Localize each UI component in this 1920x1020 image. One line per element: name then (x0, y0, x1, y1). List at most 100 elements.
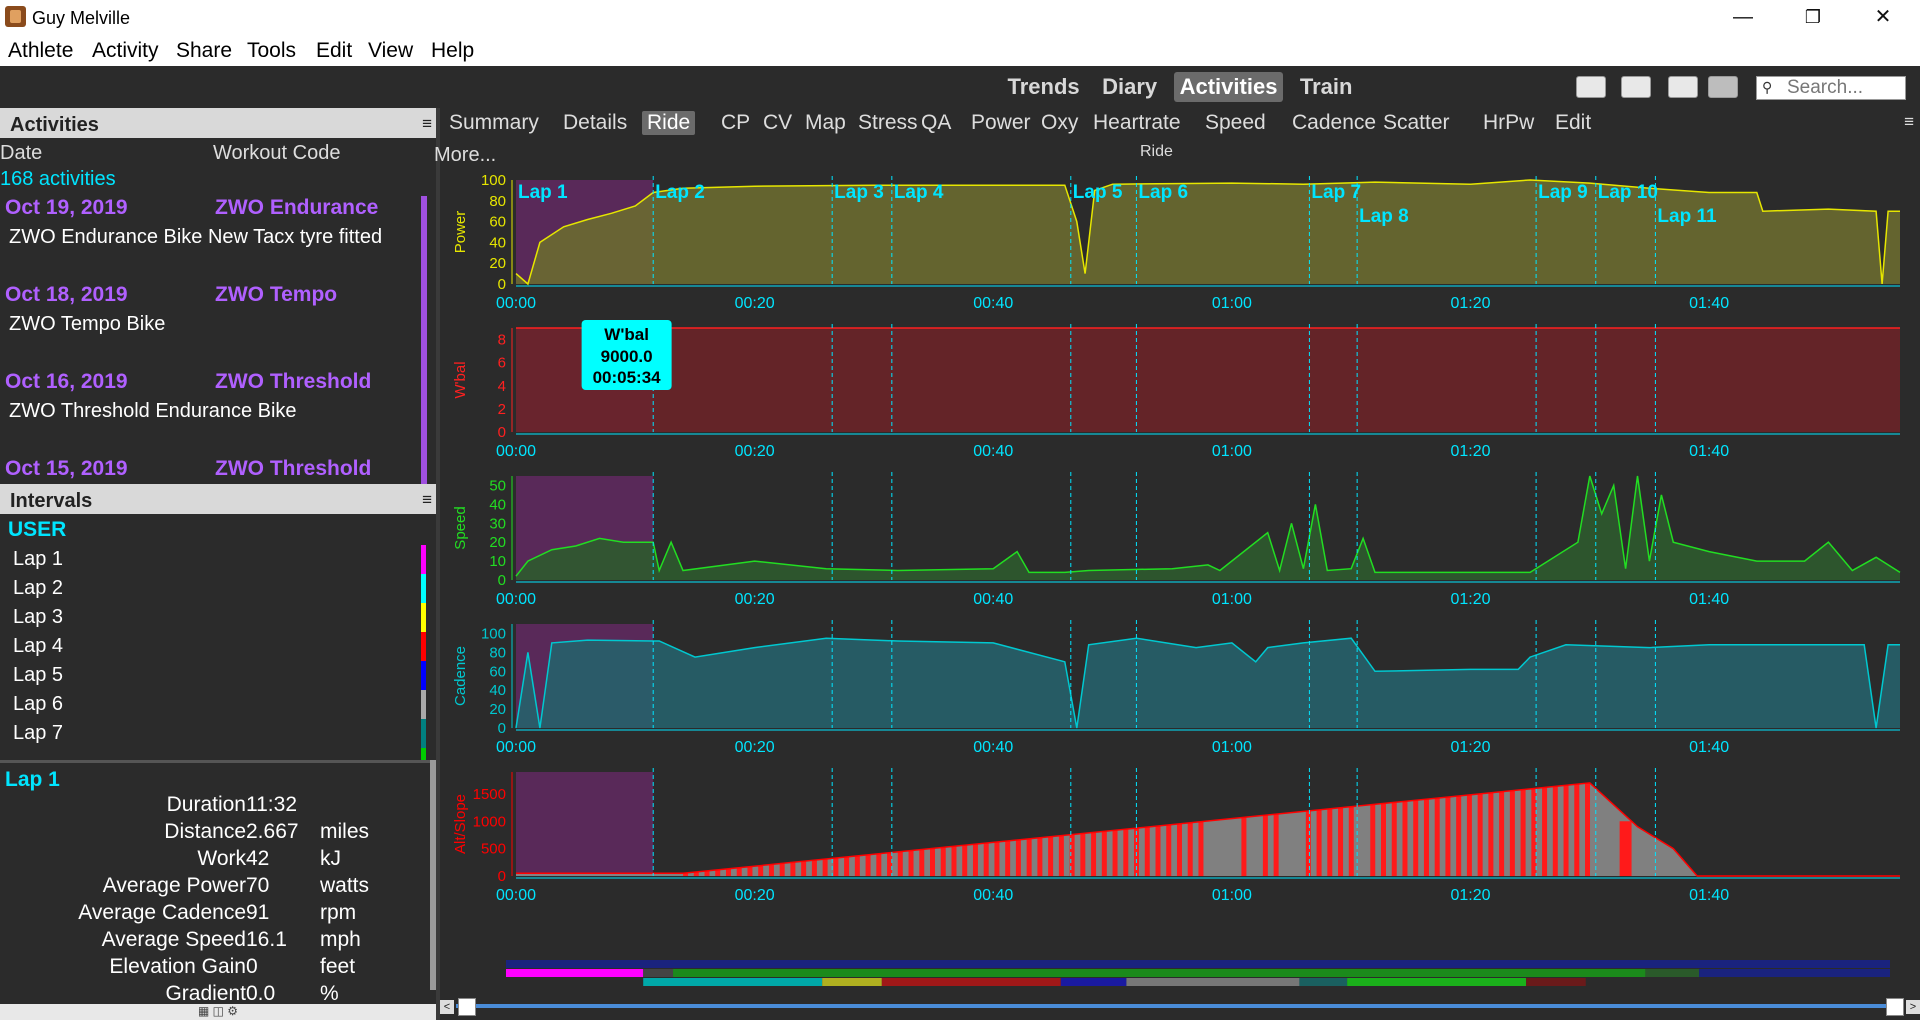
view-activities[interactable]: Activities (1173, 72, 1284, 102)
stat-value: 42 (246, 847, 270, 870)
slope-bar (930, 848, 936, 876)
x-tick-label: 00:40 (973, 591, 1013, 608)
restore-icon[interactable]: ❐ (1804, 7, 1822, 27)
y-tick-label: 40 (489, 234, 506, 251)
x-tick-label: 01:00 (1212, 887, 1252, 904)
tiled-view-button[interactable] (1708, 76, 1738, 98)
interval-group-user[interactable]: USER (8, 518, 67, 541)
tab-speed[interactable]: Speed (1205, 111, 1266, 134)
tab-summary[interactable]: Summary (449, 111, 539, 134)
interval-overview-segment (506, 960, 1890, 968)
toggle-bottom-panel-button[interactable] (1621, 76, 1651, 98)
slope-bar (715, 870, 721, 876)
view-train[interactable]: Train (1299, 74, 1353, 99)
y-tick-label: 500 (481, 841, 506, 858)
slope-bar (736, 867, 742, 876)
lap-summary-row: Average Cadence 91 rpm (0, 901, 436, 928)
x-tick-label: 01:00 (1212, 295, 1252, 312)
menu-tools[interactable]: Tools (247, 39, 297, 62)
tab-menu-icon[interactable]: ≡ (1904, 112, 1914, 131)
view-trends[interactable]: Trends (1007, 74, 1080, 99)
interval-lap-6[interactable]: Lap 6 (13, 693, 64, 715)
minimize-icon[interactable]: — (1733, 6, 1753, 28)
view-diary[interactable]: Diary (1102, 74, 1158, 99)
scroll-left-arrow[interactable]: < (440, 1000, 454, 1014)
stat-label: Gradient (165, 982, 246, 1005)
ride-charts[interactable]: 00:00 00:20 00:40 01:00 01:20 01:401008060402… (440, 140, 1920, 1020)
slope-bar (1327, 809, 1333, 876)
y-tick-label: 6 (498, 355, 506, 372)
tab-scatter[interactable]: Scatter (1383, 111, 1450, 134)
column-date[interactable]: Date (0, 142, 43, 164)
slope-bar (1273, 814, 1279, 876)
tab-qa[interactable]: QA (921, 111, 952, 134)
menu-share[interactable]: Share (176, 39, 233, 62)
lap-color-swatch (421, 545, 426, 574)
scroll-handle-left[interactable] (458, 998, 476, 1016)
series-area-wbal (516, 328, 1900, 432)
x-tick-label: 01:40 (1689, 739, 1729, 756)
y-axis-label: Power (452, 211, 469, 254)
more-button[interactable]: More... (434, 144, 497, 166)
lap-label: Lap 4 (894, 182, 944, 203)
series-area-power (516, 180, 1900, 284)
series-area-altslope (516, 782, 1900, 876)
close-icon[interactable]: ✕ (1874, 6, 1892, 28)
x-tick-label: 01:20 (1450, 295, 1490, 312)
toggle-sidebar-button[interactable] (1576, 76, 1606, 98)
tab-oxy[interactable]: Oxy (1041, 111, 1079, 134)
stat-label: Average Power (102, 874, 246, 897)
panel-splitter[interactable] (436, 108, 440, 1020)
stat-unit: feet (320, 955, 356, 978)
interval-overview-segment (673, 969, 1646, 977)
lap-summary-scrollbar[interactable] (430, 760, 436, 990)
interval-lap-4[interactable]: Lap 4 (13, 635, 64, 657)
chart-scrollbar[interactable]: < > (440, 998, 1920, 1016)
search-input[interactable]: Search... (1756, 76, 1906, 100)
tab-cv[interactable]: CV (763, 111, 793, 134)
interval-lap-3[interactable]: Lap 3 (13, 606, 64, 628)
scroll-track[interactable] (456, 1004, 1904, 1008)
menu-edit[interactable]: Edit (316, 39, 353, 62)
stat-unit: kJ (320, 847, 341, 870)
slope-bar (1241, 817, 1247, 876)
tabbed-view-button[interactable] (1668, 76, 1698, 98)
tab-ride[interactable]: Ride (642, 111, 696, 135)
tab-cp[interactable]: CP (721, 111, 751, 134)
intervals-menu-icon[interactable]: ≡ (422, 490, 432, 509)
tab-map[interactable]: Map (805, 111, 846, 134)
interval-lap-2[interactable]: Lap 2 (13, 577, 64, 599)
scroll-handle-right[interactable] (1886, 998, 1904, 1016)
interval-lap-5[interactable]: Lap 5 (13, 664, 64, 686)
y-tick-label: 0 (498, 572, 506, 589)
tab-cadence[interactable]: Cadence (1292, 111, 1377, 134)
interval-lap-7[interactable]: Lap 7 (13, 722, 64, 744)
x-tick-label: 01:00 (1212, 591, 1252, 608)
tab-edit[interactable]: Edit (1555, 111, 1592, 134)
slope-bar (1338, 808, 1344, 876)
x-tick-label: 00:40 (973, 295, 1013, 312)
menu-view[interactable]: View (368, 39, 414, 62)
tab-hrpw[interactable]: HrPw (1483, 111, 1535, 134)
slope-bar (811, 860, 817, 876)
tab-stress[interactable]: Stress (858, 111, 918, 134)
scroll-right-arrow[interactable]: > (1906, 1000, 1920, 1014)
menu-athlete[interactable]: Athlete (8, 39, 74, 62)
slope-bar (1316, 810, 1322, 876)
tab-details[interactable]: Details (563, 111, 628, 134)
x-tick-label: 01:20 (1450, 443, 1490, 460)
lap-summary-row: Distance 2.667 miles (0, 820, 436, 847)
menu-activity[interactable]: Activity (92, 39, 159, 62)
activity-list-scrollbar[interactable] (421, 196, 427, 484)
slope-bar (962, 845, 968, 876)
menu-help[interactable]: Help (431, 39, 475, 62)
column-workout-code[interactable]: Workout Code (213, 142, 341, 164)
stat-label: Elevation Gain (109, 955, 246, 978)
slope-bar (1520, 789, 1526, 876)
stat-value: 16.1 (246, 928, 287, 951)
tab-power[interactable]: Power (971, 111, 1031, 134)
tooltip-title: W'bal (604, 325, 649, 344)
interval-lap-1[interactable]: Lap 1 (13, 548, 64, 570)
tab-heartrate[interactable]: Heartrate (1093, 111, 1181, 134)
activities-menu-icon[interactable]: ≡ (422, 114, 432, 133)
